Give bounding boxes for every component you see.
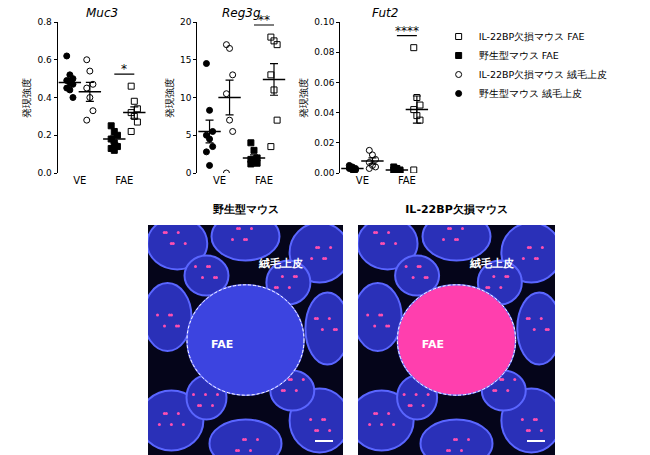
svg-text:Muc3: Muc3 (86, 6, 118, 20)
svg-text:FAE: FAE (422, 338, 444, 351)
svg-text:0.02: 0.02 (314, 138, 334, 148)
svg-text:0.10: 0.10 (314, 17, 334, 27)
svg-text:0.00: 0.00 (314, 168, 334, 178)
svg-text:絨毛上皮: 絨毛上皮 (469, 257, 514, 270)
svg-text:0.04: 0.04 (314, 108, 334, 118)
svg-text:5: 5 (186, 130, 192, 140)
svg-text:野生型マウス FAE: 野生型マウス FAE (479, 50, 559, 61)
svg-text:VE: VE (73, 175, 86, 186)
svg-text:0: 0 (186, 168, 192, 178)
svg-text:15: 15 (180, 55, 191, 65)
svg-text:0.06: 0.06 (314, 78, 334, 88)
svg-text:FAE: FAE (115, 175, 133, 186)
svg-text:絨毛上皮: 絨毛上皮 (258, 257, 303, 270)
svg-text:IL-22BP欠損マウス 絨毛上皮: IL-22BP欠損マウス 絨毛上皮 (479, 69, 608, 80)
svg-text:0.2: 0.2 (37, 130, 51, 140)
svg-text:IL-22BP欠損マウス FAE: IL-22BP欠損マウス FAE (479, 31, 585, 42)
svg-text:Reg3g: Reg3g (222, 6, 261, 20)
svg-text:FAE: FAE (398, 175, 416, 186)
svg-text:0.4: 0.4 (37, 93, 52, 103)
svg-text:**: ** (258, 13, 270, 27)
svg-text:0.0: 0.0 (37, 168, 52, 178)
svg-text:IL-22BP欠損マウス: IL-22BP欠損マウス (405, 203, 507, 216)
svg-text:0.6: 0.6 (37, 55, 52, 65)
svg-text:野生型マウス: 野生型マウス (213, 203, 279, 216)
svg-text:0.08: 0.08 (314, 47, 334, 57)
svg-text:0.8: 0.8 (37, 17, 52, 27)
svg-text:FAE: FAE (255, 175, 273, 186)
svg-text:発現強度: 発現強度 (298, 78, 309, 118)
svg-text:20: 20 (180, 17, 192, 27)
svg-text:Fut2: Fut2 (372, 6, 398, 20)
svg-text:野生型マウス 絨毛上皮: 野生型マウス 絨毛上皮 (479, 88, 582, 99)
svg-text:VE: VE (213, 175, 226, 186)
svg-text:FAE: FAE (211, 338, 233, 351)
svg-text:*: * (121, 62, 127, 76)
svg-text:****: **** (395, 24, 419, 38)
svg-text:発現強度: 発現強度 (164, 78, 175, 118)
svg-text:発現強度: 発現強度 (21, 78, 32, 118)
svg-text:VE: VE (356, 175, 369, 186)
svg-text:10: 10 (180, 93, 192, 103)
